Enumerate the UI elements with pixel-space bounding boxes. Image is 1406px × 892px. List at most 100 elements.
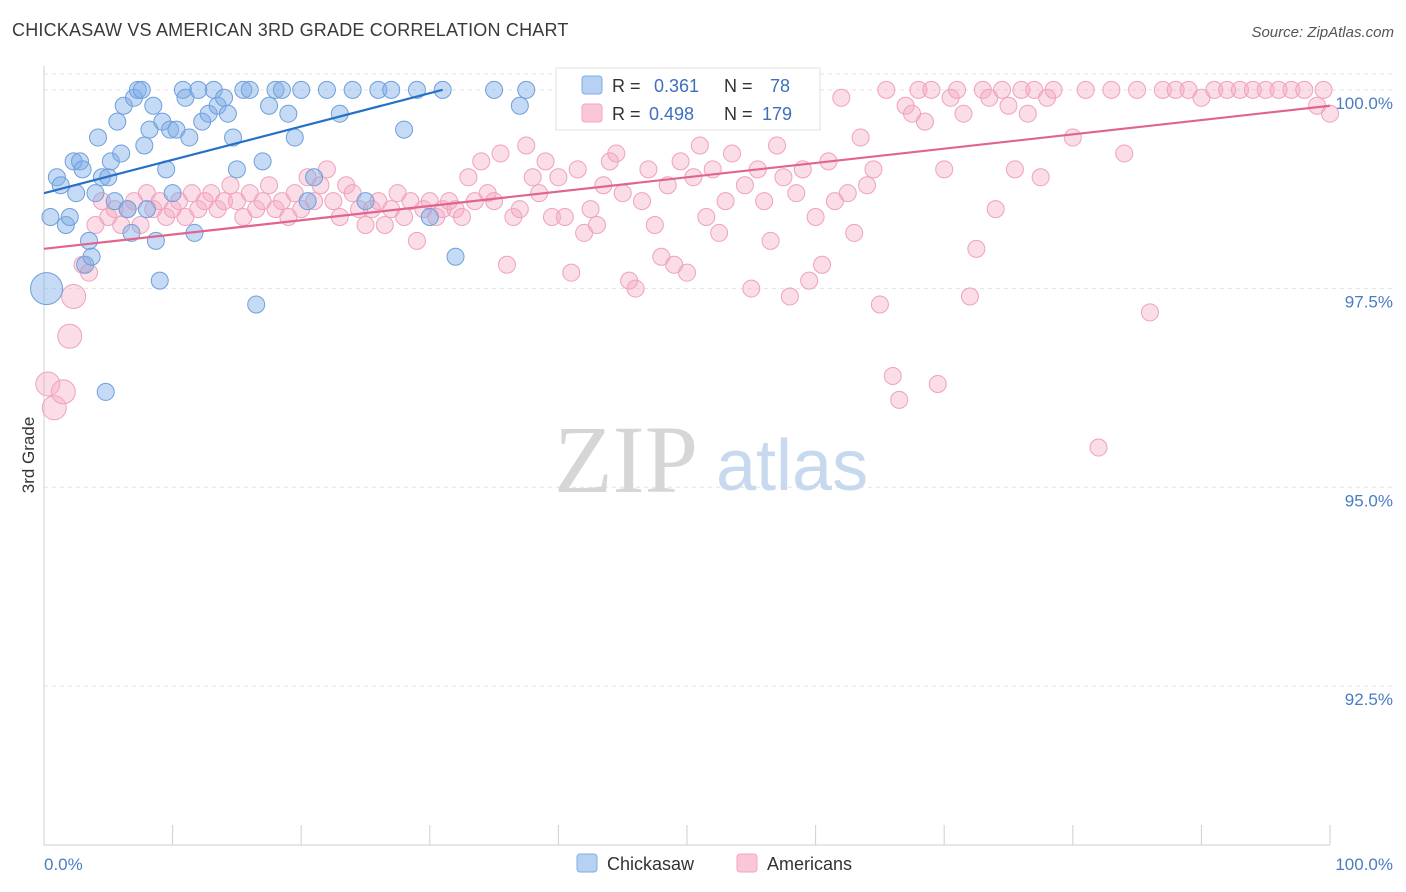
- chickasaw-point: [234, 80, 253, 99]
- chickasaw-point: [135, 136, 154, 155]
- source-label: Source: ZipAtlas.com: [1251, 24, 1394, 41]
- americans-point: [150, 192, 169, 211]
- americans-point: [1076, 80, 1095, 99]
- americans-point: [697, 208, 716, 227]
- y-tick-label-2: 97.5%: [1345, 293, 1393, 312]
- americans-point: [851, 128, 870, 147]
- americans-legend-label: Americans: [767, 854, 852, 874]
- americans-point: [742, 279, 761, 298]
- americans-point: [234, 208, 253, 227]
- chickasaw-point: [446, 247, 465, 266]
- americans-point: [260, 176, 279, 195]
- chickasaw-point: [140, 120, 159, 139]
- trend-lines: [43, 88, 1331, 250]
- americans-point: [1179, 80, 1198, 99]
- americans-point: [986, 200, 1005, 219]
- americans-point: [517, 136, 536, 155]
- americans-point: [780, 287, 799, 306]
- chickasaw-point: [180, 128, 199, 147]
- y-tick-label-1: 95.0%: [1345, 491, 1393, 510]
- americans-point: [131, 215, 150, 234]
- chickasaw-point: [176, 88, 195, 107]
- americans-point: [980, 88, 999, 107]
- chickasaw-points: [30, 80, 536, 401]
- chickasaw-point: [132, 80, 151, 99]
- americans-point: [626, 279, 645, 298]
- legend-r-value-2: 0.498: [649, 104, 694, 124]
- americans-point: [832, 88, 851, 107]
- chickasaw-point: [279, 104, 298, 123]
- americans-point: [41, 395, 67, 421]
- americans-point: [575, 223, 594, 242]
- americans-point: [877, 80, 896, 99]
- americans-point: [1025, 80, 1044, 99]
- americans-point: [510, 200, 529, 219]
- americans-point: [761, 231, 780, 250]
- chickasaw-point: [343, 80, 362, 99]
- americans-point: [993, 80, 1012, 99]
- americans-point: [182, 184, 201, 203]
- y-tick-label-3: 100.0%: [1335, 94, 1393, 113]
- americans-point: [272, 192, 291, 211]
- americans-point: [375, 215, 394, 234]
- americans-point: [723, 144, 742, 163]
- watermark-zip: ZIP: [554, 406, 698, 513]
- americans-point: [324, 192, 343, 211]
- americans-point: [1153, 80, 1172, 99]
- americans-point: [1218, 80, 1237, 99]
- americans-point: [555, 208, 574, 227]
- americans-point: [523, 168, 542, 187]
- chickasaw-point: [266, 80, 285, 99]
- chickasaw-point: [317, 80, 336, 99]
- chickasaw-point: [137, 200, 156, 219]
- americans-point: [948, 80, 967, 99]
- americans-point: [1089, 438, 1108, 457]
- americans-point: [317, 160, 336, 179]
- americans-point: [1321, 104, 1339, 123]
- americans-point: [755, 192, 774, 211]
- axes: [43, 66, 1331, 846]
- americans-point: [1115, 144, 1134, 163]
- chickasaw-point: [118, 200, 137, 219]
- americans-point: [176, 208, 195, 227]
- watermark: ZIP atlas: [554, 406, 868, 513]
- americans-point: [86, 215, 105, 234]
- chickasaw-point: [41, 208, 60, 227]
- americans-point: [870, 295, 889, 314]
- americans-point: [915, 112, 934, 131]
- chickasaw-point: [144, 96, 163, 115]
- americans-point: [1128, 80, 1147, 99]
- y-tick-labels: 92.5% 95.0% 97.5% 100.0%: [1335, 94, 1393, 709]
- americans-point: [716, 192, 735, 211]
- americans-point: [305, 192, 324, 211]
- chickasaw-trend-line: [43, 88, 443, 195]
- americans-point: [1230, 80, 1249, 99]
- chickasaw-point: [215, 88, 234, 107]
- chickasaw-point: [510, 96, 529, 115]
- americans-point: [452, 208, 471, 227]
- americans-point: [735, 176, 754, 195]
- chickasaw-point: [153, 112, 172, 131]
- chart-title: CHICKASAW VS AMERICAN 3RD GRADE CORRELAT…: [12, 20, 569, 40]
- chickasaw-point: [260, 96, 279, 115]
- americans-point: [497, 255, 516, 274]
- chickasaw-swatch: [581, 75, 603, 95]
- chickasaw-point: [64, 152, 83, 171]
- americans-point: [253, 192, 272, 211]
- americans-point: [369, 192, 388, 211]
- americans-point: [562, 263, 581, 282]
- americans-point: [401, 192, 420, 211]
- chickasaw-point: [30, 272, 64, 306]
- americans-point: [1031, 168, 1050, 187]
- legend-n-value-1: 78: [770, 76, 790, 96]
- americans-point: [967, 239, 986, 258]
- americans-points: [35, 80, 1339, 457]
- americans-point: [485, 192, 504, 211]
- americans-point: [774, 168, 793, 187]
- americans-point: [459, 168, 478, 187]
- legend-r-value-1: 0.361: [654, 76, 699, 96]
- chickasaw-point: [108, 112, 127, 131]
- americans-point: [935, 160, 954, 179]
- americans-point: [613, 184, 632, 203]
